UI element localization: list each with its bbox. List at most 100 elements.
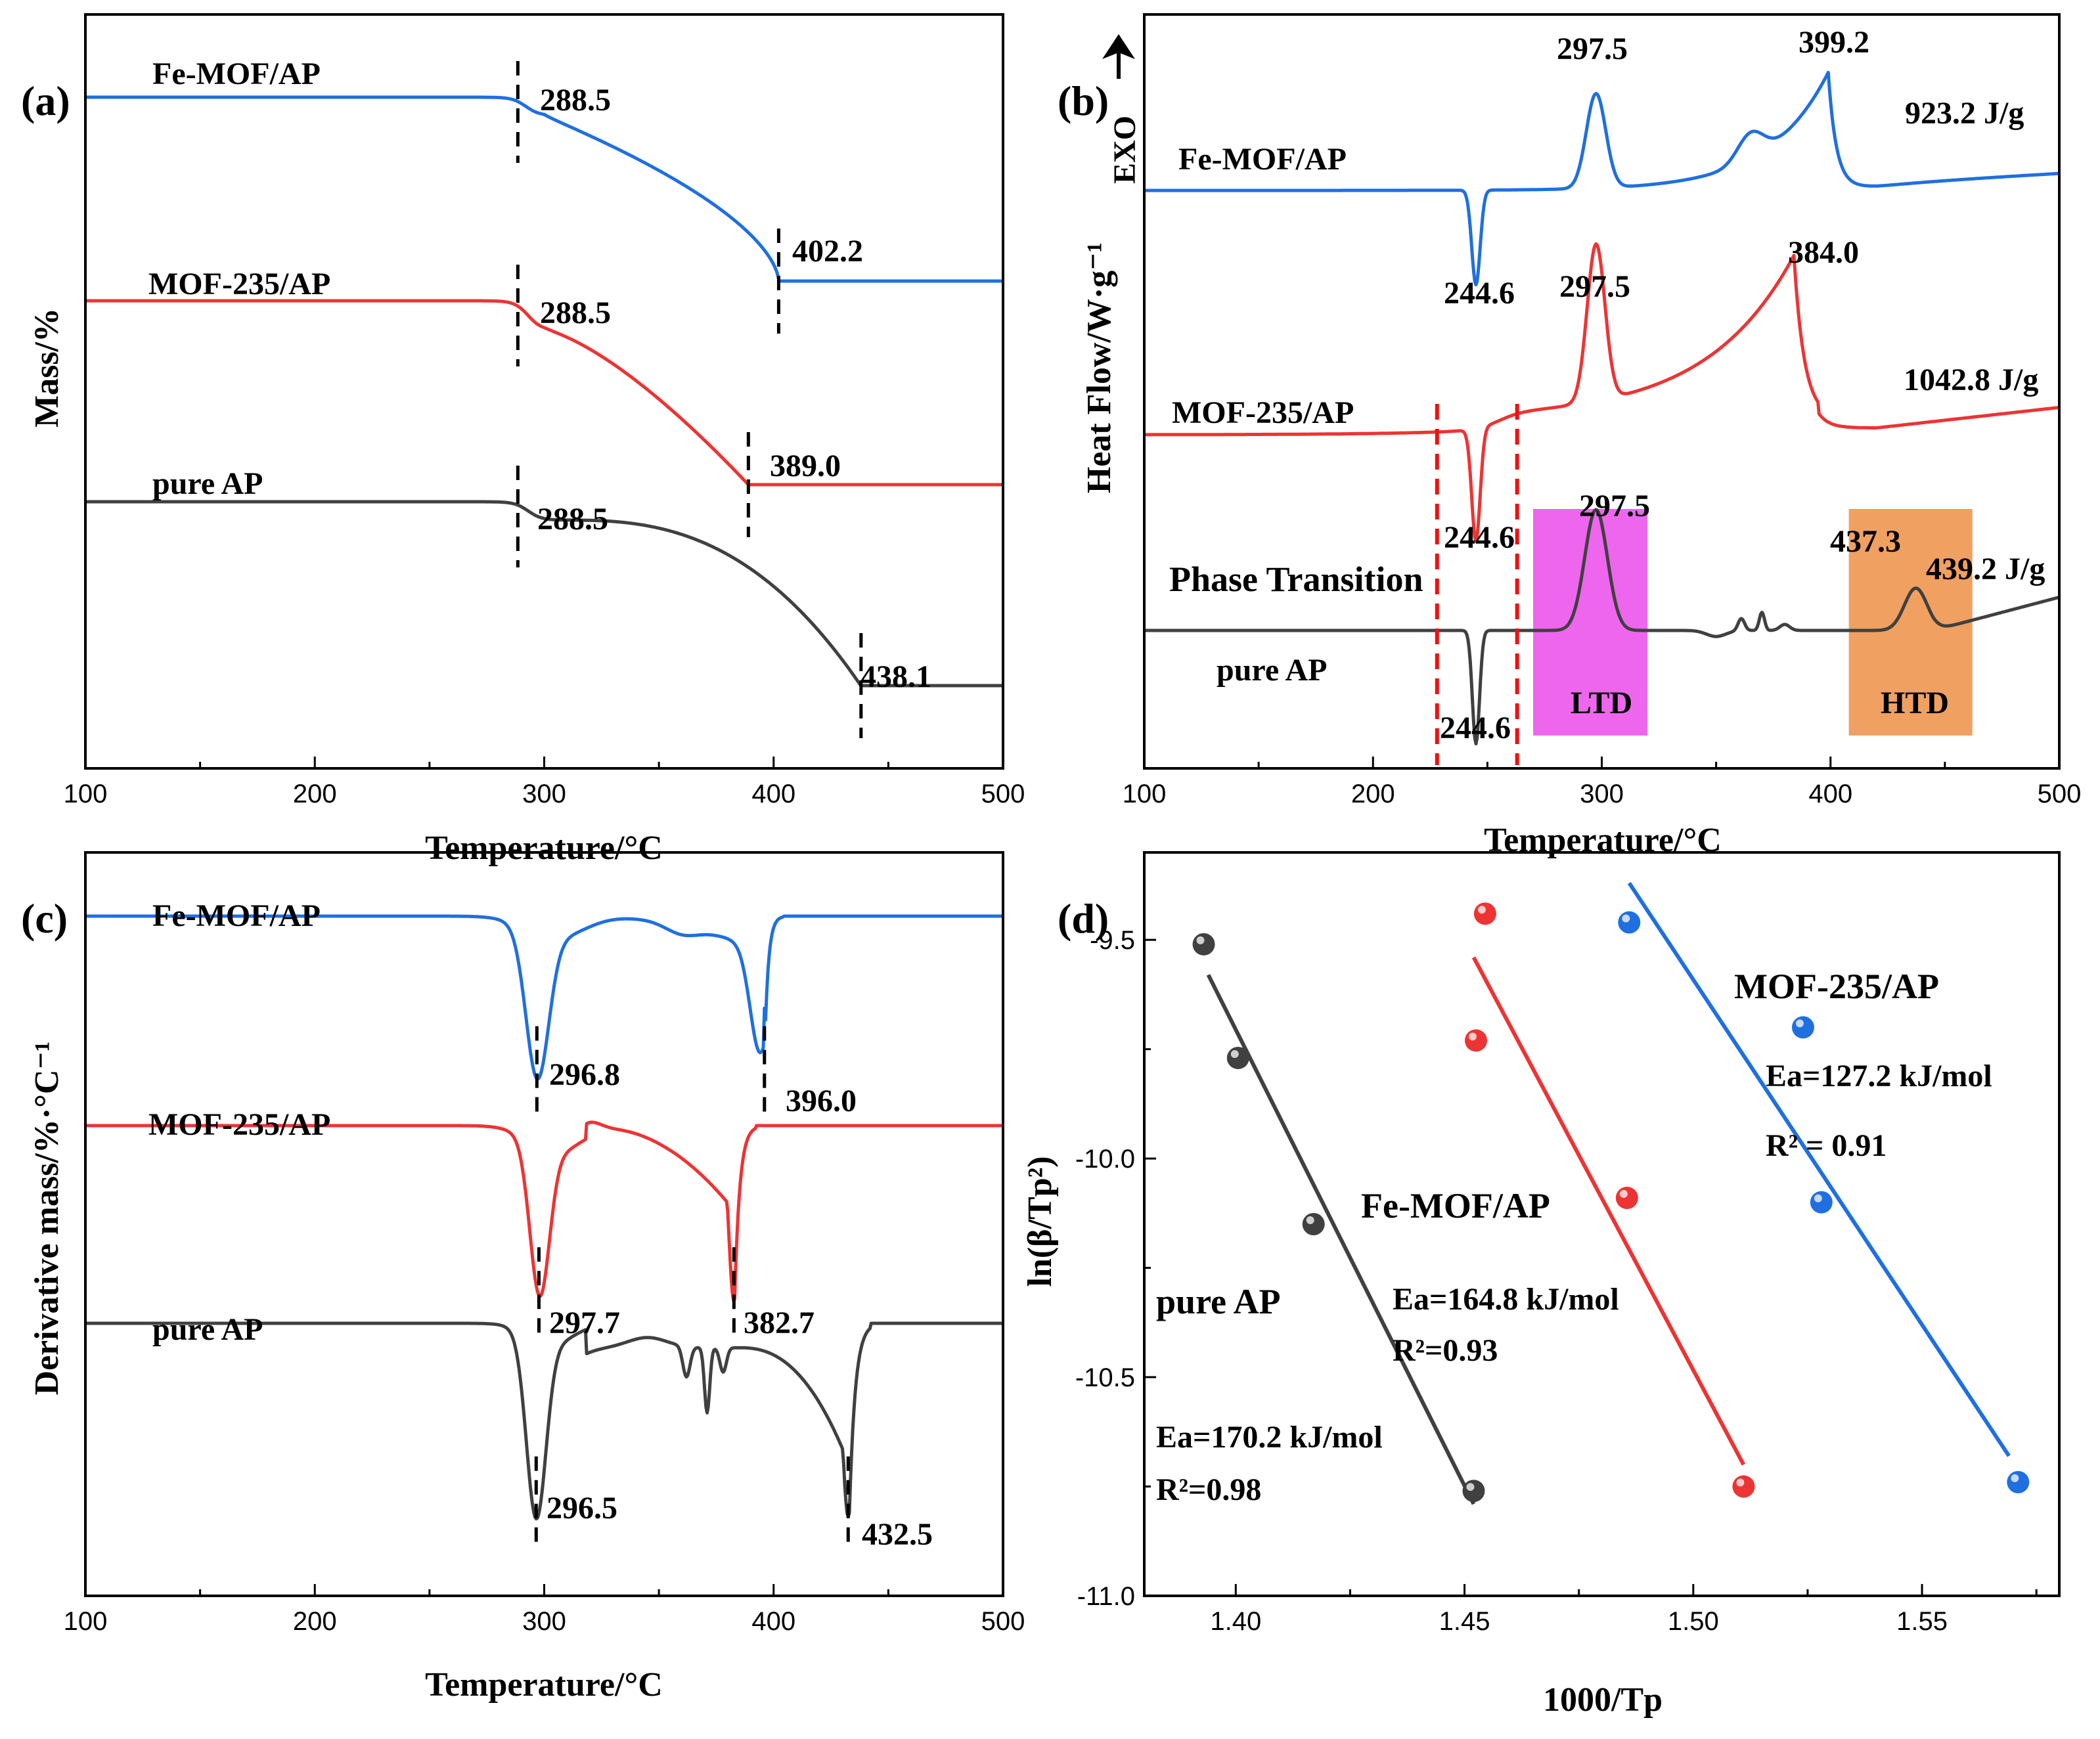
panel-d-y-tick-label: -10.0: [1075, 1145, 1135, 1174]
panel-d-point: [1810, 1191, 1833, 1214]
panel-a-end-pure: 438.1: [860, 659, 931, 694]
panel-c-peak1-mof: 297.7: [549, 1306, 620, 1340]
panel-d-point-highlight: [1477, 906, 1486, 914]
panel-b-curve-1: [1144, 242, 2060, 543]
panel-d-point-highlight: [1736, 1478, 1745, 1487]
panel-d-point-highlight: [1468, 1032, 1477, 1041]
panel-d-point: [1791, 1016, 1814, 1039]
panel-c-x-tick-label: 400: [751, 1607, 795, 1636]
panel-b-curve-0: [1144, 70, 2060, 286]
panel-a-curve-0: [85, 95, 1004, 283]
panel-a-onset-pure: 288.5: [537, 502, 608, 537]
panel-b-peak2-fe: 399.2: [1798, 25, 1869, 60]
panel-a-end-mof: 389.0: [770, 449, 841, 483]
panel-c-x-tick-label: 300: [522, 1607, 566, 1636]
panel-b-curve-2: [1144, 508, 2060, 745]
panel-d-fit-line-2: [1627, 881, 2011, 1457]
panel-d-label: (d): [1058, 895, 1109, 942]
panel-d-xlabel: 1000/Tp: [1543, 1681, 1663, 1719]
panel-b: 100 200 300 400 500 (b) Temperature/°C Heat …: [1058, 13, 2082, 859]
panel-d-r2-pure: R²=0.98: [1156, 1472, 1261, 1507]
panel-d-y-tick-label: -10.5: [1075, 1363, 1135, 1392]
panel-b-peak1-pure: 297.5: [1579, 489, 1650, 523]
panel-c-curve-0: [85, 914, 1004, 1081]
panel-d-frame: [1143, 851, 2061, 1597]
panel-b-heat-fe: 923.2 J/g: [1905, 96, 2024, 131]
panel-a-name-fe: Fe-MOF/AP: [152, 56, 321, 91]
panel-b-endo-pure: 244.6: [1440, 711, 1511, 745]
panel-d-ea-mof: Ea=127.2 kJ/mol: [1766, 1059, 1992, 1093]
panel-d-r2-mof: R² = 0.91: [1766, 1128, 1887, 1163]
panel-b-x-tick-label: 500: [2038, 780, 2082, 808]
exo-arrow-icon: [1102, 34, 1135, 79]
panel-d-x-tick-label: 1.55: [1896, 1607, 1948, 1636]
panel-a: 100 200 300 400 500 (a) Temperature/°C Mass/…: [21, 13, 1025, 867]
panel-a-onset-mof: 288.5: [540, 296, 611, 330]
panel-c-name-pure: pure AP: [152, 1312, 263, 1347]
panel-b-name-pure: pure AP: [1217, 653, 1327, 688]
panel-c: 100 200 300 400 500 (c) Temperature/°C Deriv…: [21, 851, 1025, 1704]
panel-b-region-ltd: [1533, 509, 1648, 736]
panel-a-xlabel: Temperature/°C: [425, 829, 663, 867]
panel-d-r2-fe: R²=0.93: [1393, 1333, 1498, 1368]
panel-b-endo-fe: 244.6: [1444, 276, 1515, 311]
panel-b-htd-label: HTD: [1881, 686, 1949, 720]
panel-c-peak2-mof: 382.7: [744, 1306, 815, 1340]
panel-c-curve-2: [85, 1321, 1004, 1521]
panel-d-fit-line-0: [1206, 974, 1476, 1505]
panel-d-point: [1226, 1046, 1249, 1069]
panel-b-phase-transition: Phase Transition: [1169, 560, 1423, 599]
panel-b-exo-label: EXO: [1107, 116, 1142, 184]
panel-a-onset-fe: 288.5: [540, 83, 611, 118]
panel-c-peak2-pure: 432.5: [862, 1517, 933, 1552]
panel-b-name-mof: MOF-235/AP: [1172, 395, 1354, 430]
panel-d-y-tick-label: -11.0: [1077, 1582, 1135, 1611]
panel-d-point-highlight: [1196, 936, 1205, 944]
panel-b-x-tick-label: 200: [1351, 780, 1395, 808]
panel-d-name-fe: Fe-MOF/AP: [1361, 1186, 1550, 1225]
panel-a-curve-2: [85, 500, 1004, 688]
panel-a-x-tick-label: 500: [981, 780, 1025, 808]
panel-a-name-mof: MOF-235/AP: [148, 267, 330, 301]
panel-d-point-highlight: [1795, 1019, 1804, 1028]
panel-a-x-tick-label: 100: [64, 780, 108, 808]
panel-a-end-fe: 402.2: [792, 234, 863, 269]
panel-b-peak1-fe: 297.5: [1557, 32, 1628, 66]
panel-c-x-tick-label: 200: [293, 1607, 337, 1636]
panel-d-point: [1302, 1213, 1325, 1235]
panel-d-ea-fe: Ea=164.8 kJ/mol: [1393, 1282, 1619, 1317]
panel-b-peak2-pure: 437.3: [1830, 524, 1901, 559]
panel-d-ylabel: ln(β/Tp²): [1021, 1156, 1059, 1287]
panel-d-x-tick-label: 1.50: [1668, 1607, 1719, 1636]
panel-c-ylabel: Derivative mass/%·°C⁻¹: [28, 1042, 66, 1396]
panel-d-y-tick-label: -9.5: [1090, 926, 1135, 955]
panel-b-heat-mof: 1042.8 J/g: [1904, 363, 2038, 397]
panel-b-label: (b): [1058, 77, 1109, 124]
panel-c-xlabel: Temperature/°C: [425, 1666, 663, 1704]
panel-d-x-tick-label: 1.40: [1210, 1607, 1261, 1636]
panel-c-label: (c): [21, 895, 68, 942]
panel-a-x-tick-label: 400: [751, 780, 795, 808]
panel-d: 1.40 1.45 1.50 1.55-9.5-10.0-10.5-11.0 (d) …: [1021, 851, 2061, 1719]
panel-d-fit-line-1: [1471, 956, 1746, 1466]
panel-d-point-highlight: [1466, 1483, 1475, 1491]
panel-d-name-mof: MOF-235/AP: [1734, 967, 1939, 1006]
panel-c-name-fe: Fe-MOF/AP: [152, 898, 321, 933]
panel-a-frame: [84, 13, 1004, 770]
panel-b-x-tick-label: 100: [1123, 780, 1167, 808]
panel-b-peak2-mof: 384.0: [1788, 235, 1859, 270]
panel-d-point-highlight: [1622, 914, 1630, 923]
panel-c-peak1-fe: 296.8: [549, 1057, 620, 1092]
panel-b-name-fe: Fe-MOF/AP: [1178, 142, 1347, 177]
panel-b-x-tick-label: 400: [1808, 780, 1852, 808]
panel-d-point: [1732, 1475, 1755, 1498]
panel-d-name-pure: pure AP: [1156, 1282, 1281, 1321]
panel-d-x-tick-label: 1.45: [1439, 1607, 1490, 1636]
panel-c-curve-1: [85, 1120, 1004, 1302]
panel-b-heat-pure: 439.2 J/g: [1926, 552, 2045, 586]
panel-d-point: [2007, 1470, 2030, 1493]
panel-c-peak2-fe: 396.0: [786, 1084, 857, 1118]
panel-a-x-tick-label: 200: [293, 780, 337, 808]
panel-d-point-highlight: [1306, 1216, 1314, 1224]
